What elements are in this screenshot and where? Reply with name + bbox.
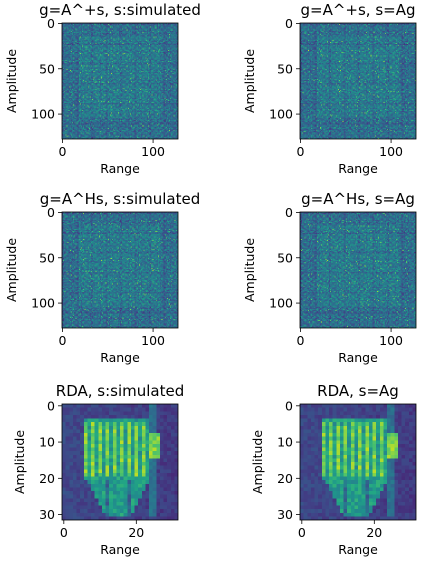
y-tick-label: 50: [277, 61, 293, 76]
y-tick-label: 0: [47, 16, 55, 31]
y-tick-label: 20: [277, 471, 293, 486]
y-tick-label: 100: [31, 296, 55, 311]
y-axis-label: Amplitude: [4, 49, 19, 113]
y-tick-label: 50: [39, 61, 55, 76]
plot-frame: [299, 22, 417, 140]
plot-title: g=A^Hs, s:simulated: [40, 190, 201, 208]
y-axis-label: Amplitude: [12, 430, 27, 494]
y-tick-label: 20: [39, 471, 55, 486]
x-axis-label: Range: [100, 542, 140, 557]
y-tick-label: 100: [269, 296, 293, 311]
y-axis-label: Amplitude: [242, 49, 257, 113]
y-tick-label: 30: [39, 507, 55, 522]
y-tick-label: 50: [277, 250, 293, 265]
heatmap-image: [62, 23, 178, 139]
plot-title: g=A^Hs, s=Ag: [301, 190, 415, 208]
plot-title: RDA, s=Ag: [317, 382, 399, 400]
plot-frame: [299, 211, 417, 329]
y-tick-label: 10: [277, 435, 293, 450]
x-axis-label: Range: [338, 350, 378, 365]
x-tick-label: 0: [298, 525, 306, 540]
plot-title: g=A^+s, s:simulated: [39, 1, 201, 19]
plot-frame: [61, 403, 179, 521]
y-tick-label: 0: [47, 398, 55, 413]
y-tick-label: 100: [269, 107, 293, 122]
x-axis-label: Range: [338, 161, 378, 176]
x-tick-label: 20: [366, 525, 382, 540]
heatmap-image: [300, 23, 416, 139]
plot-title: RDA, s:simulated: [56, 382, 184, 400]
plot-frame: [61, 22, 179, 140]
y-tick-label: 0: [285, 398, 293, 413]
y-tick-label: 0: [285, 205, 293, 220]
x-tick-label: 0: [296, 144, 304, 159]
plot-frame: [61, 211, 179, 329]
x-tick-label: 0: [58, 333, 66, 348]
x-tick-label: 100: [379, 144, 403, 159]
x-tick-label: 20: [128, 525, 144, 540]
x-tick-label: 100: [141, 333, 165, 348]
y-axis-label: Amplitude: [242, 238, 257, 302]
x-tick-label: 0: [296, 333, 304, 348]
x-tick-label: 0: [60, 525, 68, 540]
y-tick-label: 10: [39, 435, 55, 450]
y-tick-label: 100: [31, 107, 55, 122]
heatmap-image: [300, 212, 416, 328]
x-axis-label: Range: [338, 542, 378, 557]
y-tick-label: 0: [285, 16, 293, 31]
y-axis-label: Amplitude: [250, 430, 265, 494]
x-axis-label: Range: [100, 161, 140, 176]
subplot-6: RDA, s=Ag 0 20 0 10 20 30 Range Amplitude: [250, 382, 417, 557]
y-axis-label: Amplitude: [4, 238, 19, 302]
x-tick-label: 100: [379, 333, 403, 348]
plot-title: g=A^+s, s=Ag: [300, 1, 415, 19]
y-tick-label: 50: [39, 250, 55, 265]
x-axis-label: Range: [100, 350, 140, 365]
plot-frame: [299, 403, 417, 521]
heatmap-image: [300, 404, 416, 520]
x-tick-label: 0: [58, 144, 66, 159]
heatmap-image: [62, 212, 178, 328]
y-tick-label: 0: [47, 205, 55, 220]
y-tick-label: 30: [277, 507, 293, 522]
heatmap-image: [62, 404, 178, 520]
x-tick-label: 100: [141, 144, 165, 159]
